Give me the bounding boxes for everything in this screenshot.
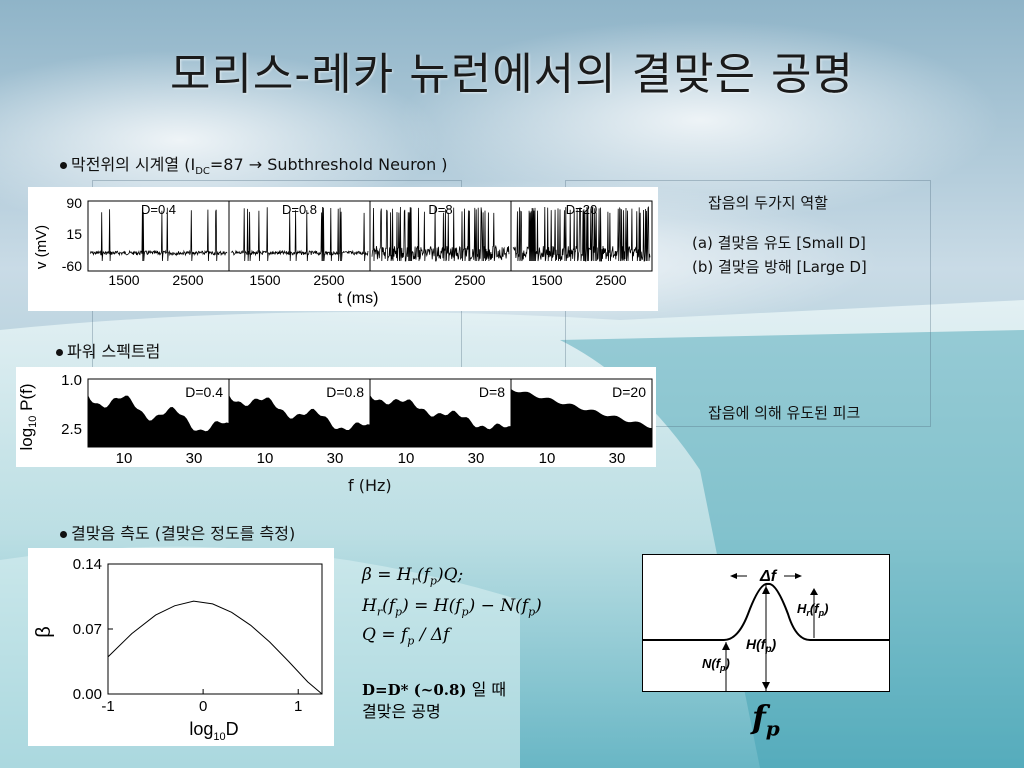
- power-spectrum-figure: log10 P(f) 1.0 2.5 D=0.4 10 30 D=0.8 10 30 D=8…: [16, 367, 656, 467]
- time-series-label-post: =87 → Subthreshold Neuron ): [209, 155, 448, 174]
- schematic-curve: [642, 582, 890, 641]
- peak-schematic: Δf H(fp) Hr(fp) N(fp): [642, 554, 890, 692]
- beta-xtick-label: -1: [101, 698, 114, 715]
- voltage-xtick: 1500: [108, 272, 139, 288]
- spectrum-fill: [370, 395, 511, 447]
- time-series-label-sub: DC: [195, 166, 210, 178]
- coherence-measure-bullet: 결맞음 측도 (결맞은 정도를 측정): [60, 520, 295, 544]
- spectrum-xtick: 30: [327, 450, 344, 467]
- voltage-panel-label: D=8: [428, 202, 452, 217]
- spectrum-fill: [88, 395, 229, 447]
- spectrum-xtick: 30: [609, 450, 626, 467]
- slide-title: 모리스-레카 뉴런에서의 결맞은 공명: [169, 49, 855, 100]
- spectrum-panel-label: D=0.8: [326, 384, 364, 400]
- spectrum-panel-label: D=8: [479, 384, 505, 400]
- beta-curve: [107, 600, 323, 695]
- voltage-trace: [89, 207, 228, 262]
- bullet-dot-icon: [60, 531, 67, 538]
- h-arrowhead-up-icon: [762, 586, 770, 594]
- voltage-ylabel: v (mV): [33, 225, 50, 269]
- spectrum-xtick: 30: [468, 450, 485, 467]
- beta-ytick-label: 0.07: [73, 621, 102, 638]
- beta-chart: 0.00 0.07 0.14 -1 0 1 β log10D: [28, 548, 334, 746]
- noise-role-a: (a) 결맞음 유도 [Small D]: [692, 234, 866, 252]
- voltage-panel-frame: [369, 200, 512, 272]
- voltage-xtick: 1500: [249, 272, 280, 288]
- beta-ytick-label: 0.00: [73, 686, 102, 703]
- equation-hr: Hr(fp) = H(fp) − N(fp): [362, 596, 542, 619]
- resonance-condition: D=D* (~0.8) 일 때: [362, 676, 506, 700]
- beta-ytick-label: 0.14: [73, 556, 102, 573]
- delta-f-arrowhead-left-icon: [730, 573, 737, 579]
- noise-role-b: (b) 결맞음 방해 [Large D]: [692, 258, 867, 276]
- power-spectrum-label: 파워 스펙트럼: [67, 342, 161, 361]
- voltage-panel-label: D=0.8: [282, 202, 317, 217]
- n-label: N(fp): [702, 656, 730, 673]
- spectrum-fill: [511, 389, 652, 447]
- voltage-xtick: 1500: [390, 272, 421, 288]
- voltage-ytick-mid: 15: [66, 226, 82, 242]
- delta-f-arrowhead-right-icon: [795, 573, 802, 579]
- voltage-ytick-bottom: -60: [62, 258, 82, 274]
- beta-ticks: 0.00 0.07 0.14 -1 0 1: [73, 556, 303, 715]
- voltage-panel-frame: [87, 200, 230, 272]
- voltage-panels: D=0.4 1500 2500 D=0.8 1500 2500 D=8 1500 2500 D=2…: [87, 200, 653, 288]
- spectrum-xtick: 10: [257, 450, 274, 467]
- voltage-panel-label: D=0.4: [141, 202, 176, 217]
- h-arrowhead-down-icon: [762, 682, 770, 690]
- spectrum-panel-label: D=20: [612, 384, 646, 400]
- power-spectrum-bullet: 파워 스펙트럼: [56, 338, 160, 362]
- spectrum-ylabel: log10 P(f): [17, 383, 39, 450]
- noise-induced-peak-note: 잡음에 의해 유도된 피크: [708, 404, 861, 422]
- beta-xtick-label: 0: [199, 698, 207, 715]
- n-arrowhead-icon: [722, 642, 730, 650]
- voltage-panel-frame: [228, 200, 371, 272]
- delta-f-label: Δf: [759, 568, 778, 585]
- voltage-xtick: 2500: [313, 272, 344, 288]
- spectrum-xtick: 10: [398, 450, 415, 467]
- beta-xlabel: log10D: [189, 719, 238, 743]
- fp-label: fp: [752, 698, 780, 741]
- spectrum-xlabel: f (Hz): [348, 476, 392, 495]
- voltage-ytick-top: 90: [66, 195, 82, 211]
- beta-xtick-label: 1: [294, 698, 302, 715]
- coherence-resonance-label: 결맞은 공명: [362, 702, 441, 721]
- voltage-xtick: 2500: [595, 272, 626, 288]
- hr-arrowhead-icon: [810, 588, 818, 595]
- time-series-label-pre: 막전위의 시계열 (I: [71, 155, 196, 174]
- resonance-condition-suffix: 일 때: [466, 680, 507, 699]
- voltage-xtick: 1500: [531, 272, 562, 288]
- voltage-trace: [512, 205, 651, 262]
- spectrum-ytick-bottom: 2.5: [61, 421, 82, 438]
- voltage-xtick: 2500: [454, 272, 485, 288]
- spectrum-panels: D=0.4 10 30 D=0.8 10 30 D=8 10 30 D=20 10 30: [87, 378, 653, 467]
- spectrum-xtick: 30: [186, 450, 203, 467]
- voltage-xtick: 2500: [172, 272, 203, 288]
- voltage-panel-label: D=20: [566, 202, 597, 217]
- bullet-dot-icon: [60, 162, 67, 169]
- voltage-time-series-figure: v (mV) 90 15 -60 D=0.4 1500 2500 D=0.8 1500 2…: [28, 187, 658, 311]
- voltage-trace: [371, 206, 510, 262]
- noise-roles-heading: 잡음의 두가지 역할: [708, 194, 828, 212]
- coherence-measure-label: 결맞음 측도 (결맞은 정도를 측정): [71, 524, 296, 543]
- spectrum-panel-label: D=0.4: [185, 384, 223, 400]
- time-series-bullet: 막전위의 시계열 (IDC=87 → Subthreshold Neuron ): [60, 151, 448, 177]
- spectrum-xtick: 10: [116, 450, 133, 467]
- spectrum-fill: [229, 395, 370, 447]
- bullet-dot-icon: [56, 349, 63, 356]
- equation-beta: β = Hr(fp)Q;: [362, 565, 464, 588]
- voltage-trace: [230, 206, 369, 262]
- resonance-condition-bold: D=D* (~0.8): [362, 681, 467, 699]
- equation-q: Q = fp / Δf: [362, 625, 450, 648]
- beta-plot-frame: [107, 563, 323, 695]
- spectrum-xtick: 10: [539, 450, 556, 467]
- hr-label: Hr(fp): [797, 601, 828, 618]
- voltage-xlabel: t (ms): [338, 290, 379, 307]
- spectrum-ytick-top: 1.0: [61, 372, 82, 389]
- beta-ylabel: β: [33, 626, 55, 638]
